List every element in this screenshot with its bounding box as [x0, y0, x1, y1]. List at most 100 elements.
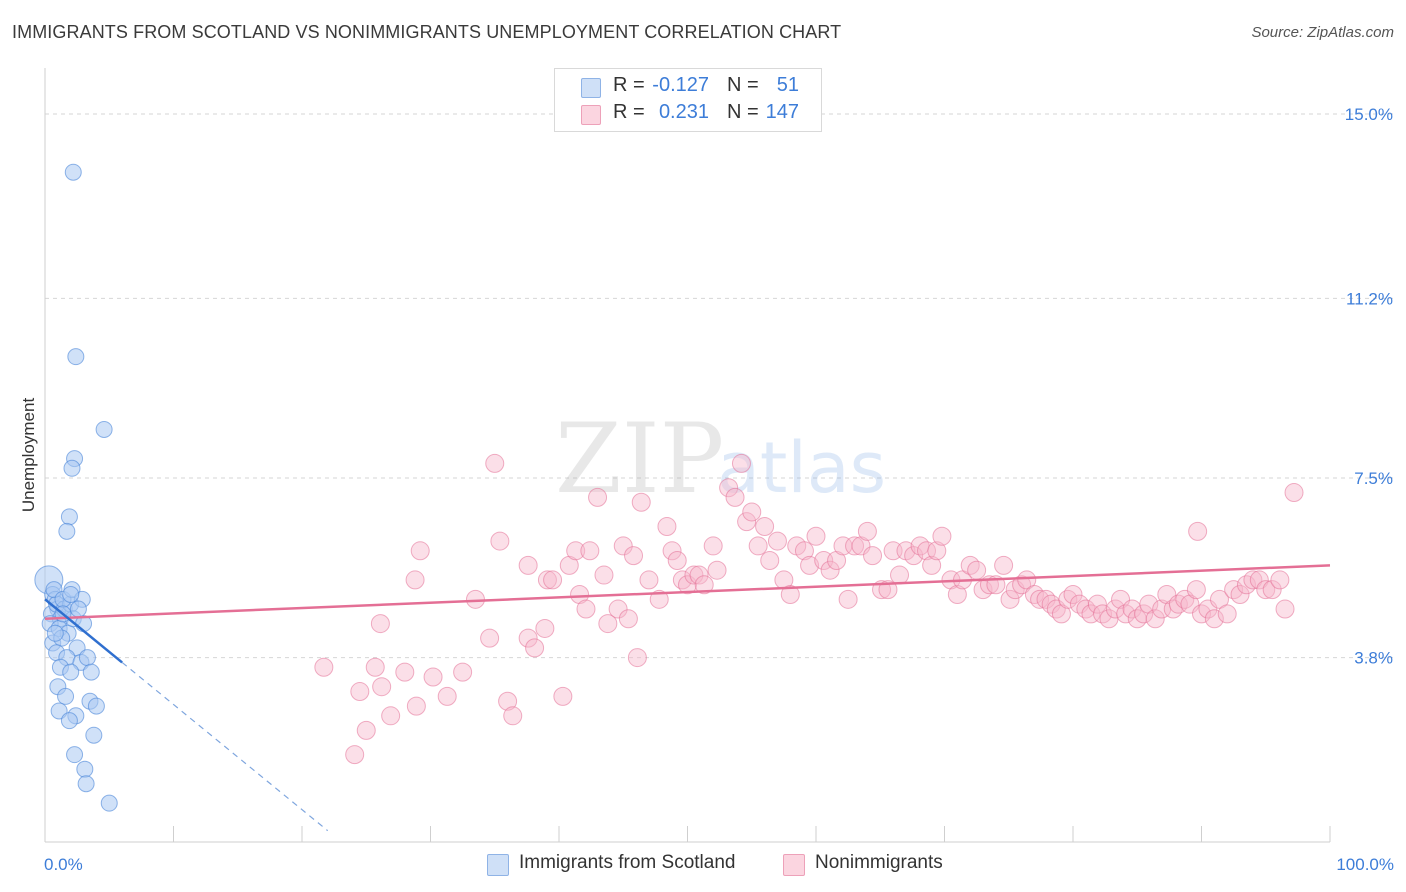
legend-n-value: 51 — [776, 74, 799, 96]
data-point-nonimmigrants — [1081, 604, 1101, 624]
data-point-nonimmigrants — [525, 638, 545, 658]
data-point-nonimmigrants — [1243, 570, 1263, 590]
data-point-nonimmigrants — [543, 570, 563, 590]
data-point-nonimmigrants — [1224, 580, 1244, 600]
data-point-nonimmigrants — [381, 706, 401, 726]
data-point-nonimmigrants — [485, 453, 505, 473]
trend-lines — [44, 564, 1331, 832]
data-point-nonimmigrants — [737, 512, 757, 532]
data-point-nonimmigrants — [490, 531, 510, 551]
data-point-nonimmigrants — [370, 614, 390, 634]
data-point-scotland — [76, 760, 94, 778]
data-point-nonimmigrants — [503, 706, 523, 726]
data-point-nonimmigrants — [1275, 599, 1295, 619]
y-axis-label: Unemployment — [19, 398, 38, 513]
data-point-nonimmigrants — [1134, 604, 1154, 624]
data-point-nonimmigrants — [365, 657, 385, 677]
data-point-nonimmigrants — [1105, 599, 1125, 619]
watermark-zip: ZIP — [555, 403, 724, 515]
data-point-nonimmigrants — [356, 720, 376, 740]
data-point-nonimmigrants — [742, 502, 762, 522]
data-point-scotland — [46, 624, 64, 642]
data-point-scotland — [67, 348, 85, 366]
data-point-nonimmigrants — [1270, 570, 1290, 590]
tick-labels: 3.8% 7.5% 11.2% 15.0% 0.0% 100.0% — [44, 105, 1394, 874]
legend-swatch-scotland — [581, 78, 601, 98]
data-point-nonimmigrants — [1093, 604, 1113, 624]
data-point-nonimmigrants — [1168, 594, 1188, 614]
data-point-nonimmigrants — [1236, 575, 1256, 595]
data-point-nonimmigrants — [537, 570, 557, 590]
data-point-nonimmigrants — [618, 609, 638, 629]
data-point-nonimmigrants — [405, 570, 425, 590]
data-point-nonimmigrants — [423, 667, 443, 687]
data-point-scotland — [64, 163, 82, 181]
data-point-nonimmigrants — [780, 584, 800, 604]
watermark-atlas: atlas — [717, 427, 886, 509]
data-point-nonimmigrants — [1186, 580, 1206, 600]
data-point-nonimmigrants — [1087, 594, 1107, 614]
data-point-nonimmigrants — [465, 589, 485, 609]
bottom-legend-swatch-scotland — [487, 854, 509, 876]
data-point-scotland — [60, 508, 78, 526]
data-point-scotland — [58, 522, 76, 540]
data-point-nonimmigrants — [725, 487, 745, 507]
data-point-nonimmigrants — [1249, 570, 1269, 590]
data-point-nonimmigrants — [684, 565, 704, 585]
data-point-nonimmigrants — [518, 555, 538, 575]
data-point-nonimmigrants — [932, 526, 952, 546]
legend-n-value: 147 — [765, 101, 799, 123]
axes — [44, 68, 1331, 843]
chart-title: IMMIGRANTS FROM SCOTLAND VS NONIMMIGRANT… — [12, 22, 842, 42]
data-point-nonimmigrants — [662, 541, 682, 561]
scotland-points — [34, 163, 118, 812]
x-tick-label-max: 100.0% — [1336, 855, 1394, 874]
stats-legend: R = -0.127 N = 51 R = 0.231 N = 147 — [554, 68, 822, 132]
data-point-scotland — [69, 600, 87, 618]
data-point-nonimmigrants — [1217, 604, 1237, 624]
data-point-nonimmigrants — [719, 478, 739, 498]
data-point-nonimmigrants — [1188, 521, 1208, 541]
data-point-nonimmigrants — [748, 536, 768, 556]
data-point-scotland — [60, 712, 78, 730]
data-point-nonimmigrants — [994, 555, 1014, 575]
data-point-nonimmigrants — [535, 618, 555, 638]
data-point-nonimmigrants — [689, 565, 709, 585]
data-point-nonimmigrants — [410, 541, 430, 561]
data-point-nonimmigrants — [406, 696, 426, 716]
data-point-nonimmigrants — [657, 517, 677, 537]
y-tick-label: 3.8% — [1354, 649, 1393, 668]
data-point-scotland — [57, 687, 75, 705]
legend-row-nonimmigrants: R = 0.231 N = 147 — [555, 101, 821, 127]
data-point-scotland — [77, 775, 95, 793]
trend-line-scotland — [44, 598, 123, 664]
data-point-nonimmigrants — [667, 550, 687, 570]
data-point-scotland — [87, 697, 105, 715]
data-point-nonimmigrants — [1030, 589, 1050, 609]
data-point-nonimmigrants — [767, 531, 787, 551]
data-point-nonimmigrants — [608, 599, 628, 619]
data-point-nonimmigrants — [703, 536, 723, 556]
y-tick-label: 7.5% — [1354, 469, 1393, 488]
data-point-nonimmigrants — [613, 536, 633, 556]
data-point-nonimmigrants — [707, 560, 727, 580]
data-point-nonimmigrants — [800, 555, 820, 575]
data-point-nonimmigrants — [570, 584, 590, 604]
bottom-legend-label-scotland: Immigrants from Scotland — [519, 852, 736, 873]
data-point-nonimmigrants — [1139, 594, 1159, 614]
data-point-nonimmigrants — [566, 541, 586, 561]
data-point-scotland — [66, 746, 84, 764]
data-point-nonimmigrants — [960, 555, 980, 575]
data-point-nonimmigrants — [627, 648, 647, 668]
data-point-scotland — [62, 663, 80, 681]
data-point-nonimmigrants — [838, 589, 858, 609]
data-point-nonimmigrants — [576, 599, 596, 619]
data-point-nonimmigrants — [760, 550, 780, 570]
data-point-nonimmigrants — [845, 536, 865, 556]
data-point-nonimmigrants — [314, 657, 334, 677]
data-point-nonimmigrants — [820, 560, 840, 580]
data-point-nonimmigrants — [1256, 580, 1276, 600]
data-point-nonimmigrants — [1051, 604, 1071, 624]
data-point-scotland — [100, 794, 118, 812]
